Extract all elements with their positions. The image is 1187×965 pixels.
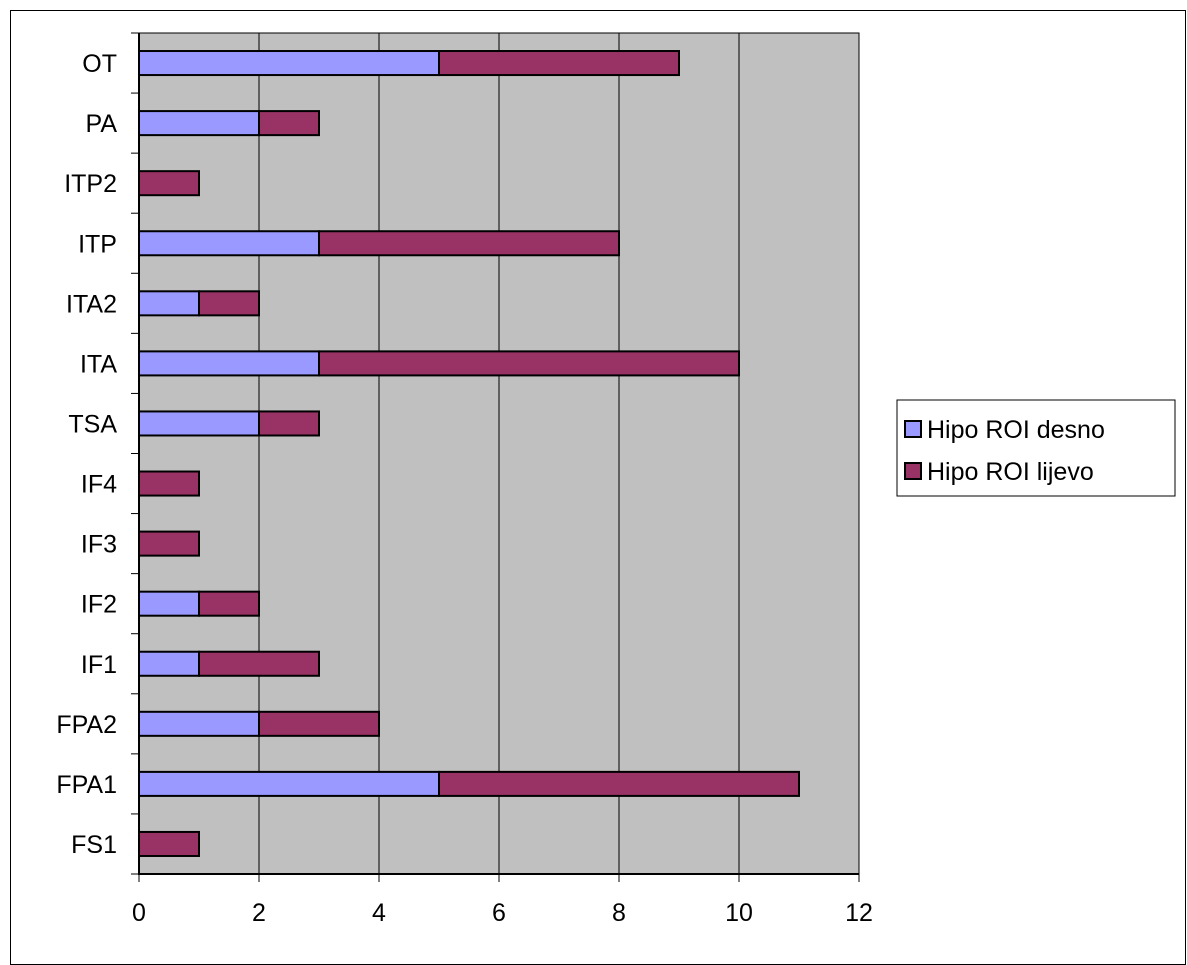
x-tick-label-12: 12: [845, 899, 873, 927]
legend-label-2: Hipo ROI lijevo: [927, 458, 1094, 486]
y-tick-label-if2: IF2: [81, 591, 117, 619]
y-tick-label-tsa: TSA: [68, 410, 117, 438]
bar-fpa2-series-1: [138, 710, 260, 737]
chart-frame: FS1 FPA1 FPA2 IF1 IF2 IF3 IF4 TSA ITA ITA2 ITP ITP2…: [10, 10, 1186, 965]
y-tick-label-ita2: ITA2: [66, 290, 117, 318]
x-tick-label-10: 10: [725, 899, 753, 927]
bar-tsa-series-2: [258, 410, 320, 437]
bar-fpa1-series-1: [138, 770, 440, 797]
y-tick-label-fpa1: FPA1: [56, 771, 117, 799]
y-tick-label-ot: OT: [82, 50, 117, 78]
y-tick-label-pa: PA: [86, 110, 118, 138]
bar-if4-series-2: [138, 470, 200, 497]
bar-pa-series-1: [138, 110, 260, 137]
bar-fs1-series-2: [138, 830, 200, 857]
bar-fpa1-series-2: [438, 770, 800, 797]
bar-pa-series-2: [258, 110, 320, 137]
y-tick-label-fs1: FS1: [71, 831, 117, 859]
y-tick-label-itp: ITP: [78, 230, 117, 258]
x-tick-label-2: 2: [252, 899, 266, 927]
bar-if1-series-1: [138, 650, 200, 677]
legend-swatch-1: [904, 420, 922, 438]
bar-itp2-series-2: [138, 170, 200, 197]
axes: [131, 32, 860, 882]
bar-if2-series-2: [198, 590, 260, 617]
bar-itp-series-1: [138, 230, 320, 257]
bar-ita-series-2: [318, 350, 740, 377]
y-tick-label-if4: IF4: [81, 471, 117, 499]
stacked-bar-chart: FS1 FPA1 FPA2 IF1 IF2 IF3 IF4 TSA ITA ITA2 ITP ITP2…: [56, 32, 1176, 927]
bar-if3-series-2: [138, 530, 200, 557]
y-tick-label-itp2: ITP2: [64, 170, 117, 198]
tick-labels: FS1 FPA1 FPA2 IF1 IF2 IF3 IF4 TSA ITA ITA2 ITP ITP2…: [56, 50, 873, 927]
bar-itp-series-2: [318, 230, 620, 257]
bar-ita2-series-1: [138, 290, 200, 317]
x-tick-label-0: 0: [132, 899, 146, 927]
y-tick-label-ita: ITA: [80, 350, 117, 378]
bar-ot-series-2: [438, 50, 680, 77]
y-tick-label-fpa2: FPA2: [56, 711, 117, 739]
legend: Hipo ROI desno Hipo ROI lijevo: [896, 399, 1176, 497]
x-tick-label-8: 8: [612, 899, 626, 927]
bar-tsa-series-1: [138, 410, 260, 437]
bar-ita-series-1: [138, 350, 320, 377]
bar-if2-series-1: [138, 590, 200, 617]
bar-if1-series-2: [198, 650, 320, 677]
bars: [138, 50, 800, 857]
legend-box: [896, 399, 1176, 497]
bar-ita2-series-2: [198, 290, 260, 317]
legend-label-1: Hipo ROI desno: [927, 416, 1105, 444]
x-tick-label-4: 4: [372, 899, 386, 927]
bar-fpa2-series-2: [258, 710, 380, 737]
y-tick-label-if3: IF3: [81, 531, 117, 559]
x-tick-label-6: 6: [492, 899, 506, 927]
bar-ot-series-1: [138, 50, 440, 77]
legend-swatch-2: [904, 462, 922, 480]
y-tick-label-if1: IF1: [81, 651, 117, 679]
